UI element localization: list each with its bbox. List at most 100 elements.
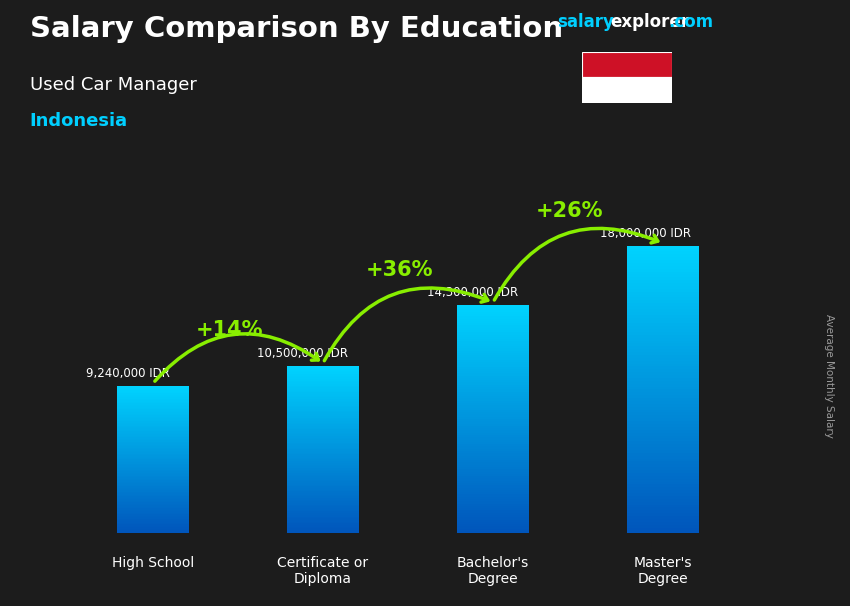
Bar [287, 461, 359, 463]
Bar [627, 421, 699, 424]
Bar [287, 458, 359, 459]
Bar [457, 323, 529, 325]
Bar [287, 486, 359, 488]
Bar [627, 507, 699, 510]
Bar [287, 421, 359, 422]
Bar [117, 487, 189, 489]
Bar [457, 513, 529, 515]
Bar [457, 421, 529, 424]
Bar [627, 502, 699, 505]
Bar [627, 453, 699, 456]
Bar [117, 407, 189, 408]
Bar [287, 422, 359, 424]
Bar [627, 361, 699, 364]
Bar [117, 507, 189, 508]
Bar [457, 350, 529, 353]
Bar [287, 470, 359, 471]
Bar [627, 450, 699, 453]
Bar [117, 417, 189, 418]
Bar [117, 441, 189, 442]
Bar [117, 424, 189, 425]
Bar [287, 503, 359, 505]
Bar [287, 392, 359, 394]
Bar [287, 513, 359, 515]
Bar [627, 530, 699, 533]
Bar [287, 402, 359, 404]
Bar [287, 407, 359, 409]
Bar [287, 468, 359, 470]
Bar [287, 416, 359, 418]
Bar [457, 458, 529, 460]
Bar [287, 515, 359, 516]
Text: Bachelor's
Degree: Bachelor's Degree [456, 556, 529, 586]
Text: 18,000,000 IDR: 18,000,000 IDR [600, 227, 692, 240]
Bar [287, 478, 359, 479]
Bar [287, 501, 359, 503]
Bar [287, 500, 359, 501]
Bar [457, 497, 529, 499]
Bar [287, 494, 359, 496]
Bar [457, 387, 529, 389]
Bar [457, 490, 529, 492]
Bar [627, 255, 699, 257]
Bar [627, 338, 699, 341]
Bar [287, 508, 359, 510]
Bar [287, 398, 359, 399]
Bar [117, 517, 189, 519]
Bar [287, 365, 359, 367]
Bar [457, 337, 529, 339]
Bar [627, 321, 699, 324]
Bar [627, 355, 699, 358]
Bar [287, 426, 359, 428]
Bar [457, 380, 529, 382]
Bar [117, 409, 189, 411]
Bar [627, 367, 699, 370]
Bar [287, 525, 359, 527]
Bar [457, 527, 529, 528]
Bar [627, 329, 699, 332]
Bar [627, 251, 699, 255]
Bar [627, 303, 699, 306]
Bar [287, 498, 359, 500]
Bar [287, 446, 359, 448]
Bar [627, 344, 699, 347]
Text: Certificate or
Diploma: Certificate or Diploma [277, 556, 369, 586]
Bar [117, 526, 189, 527]
Bar [117, 415, 189, 417]
Bar [627, 482, 699, 484]
Bar [117, 453, 189, 455]
Bar [457, 373, 529, 376]
Bar [627, 496, 699, 499]
Text: 9,240,000 IDR: 9,240,000 IDR [86, 367, 169, 380]
Bar [287, 474, 359, 476]
Bar [117, 501, 189, 502]
Bar [627, 525, 699, 528]
Bar [627, 410, 699, 413]
Bar [117, 471, 189, 473]
Bar [287, 387, 359, 389]
Bar [117, 462, 189, 464]
Bar [117, 412, 189, 414]
Bar [117, 408, 189, 409]
Bar [457, 451, 529, 453]
Bar [627, 467, 699, 470]
Bar [287, 414, 359, 416]
Bar [627, 413, 699, 415]
Bar [287, 378, 359, 379]
Bar [627, 433, 699, 436]
Bar [287, 485, 359, 486]
Bar [457, 426, 529, 428]
Bar [457, 405, 529, 408]
Bar [582, 52, 672, 77]
Bar [627, 444, 699, 447]
Bar [457, 396, 529, 399]
Bar [287, 379, 359, 381]
Bar [117, 445, 189, 446]
Bar [117, 467, 189, 468]
Bar [287, 528, 359, 530]
Bar [287, 428, 359, 429]
Bar [117, 385, 189, 387]
Bar [627, 375, 699, 378]
Bar [287, 451, 359, 453]
Bar [457, 479, 529, 481]
